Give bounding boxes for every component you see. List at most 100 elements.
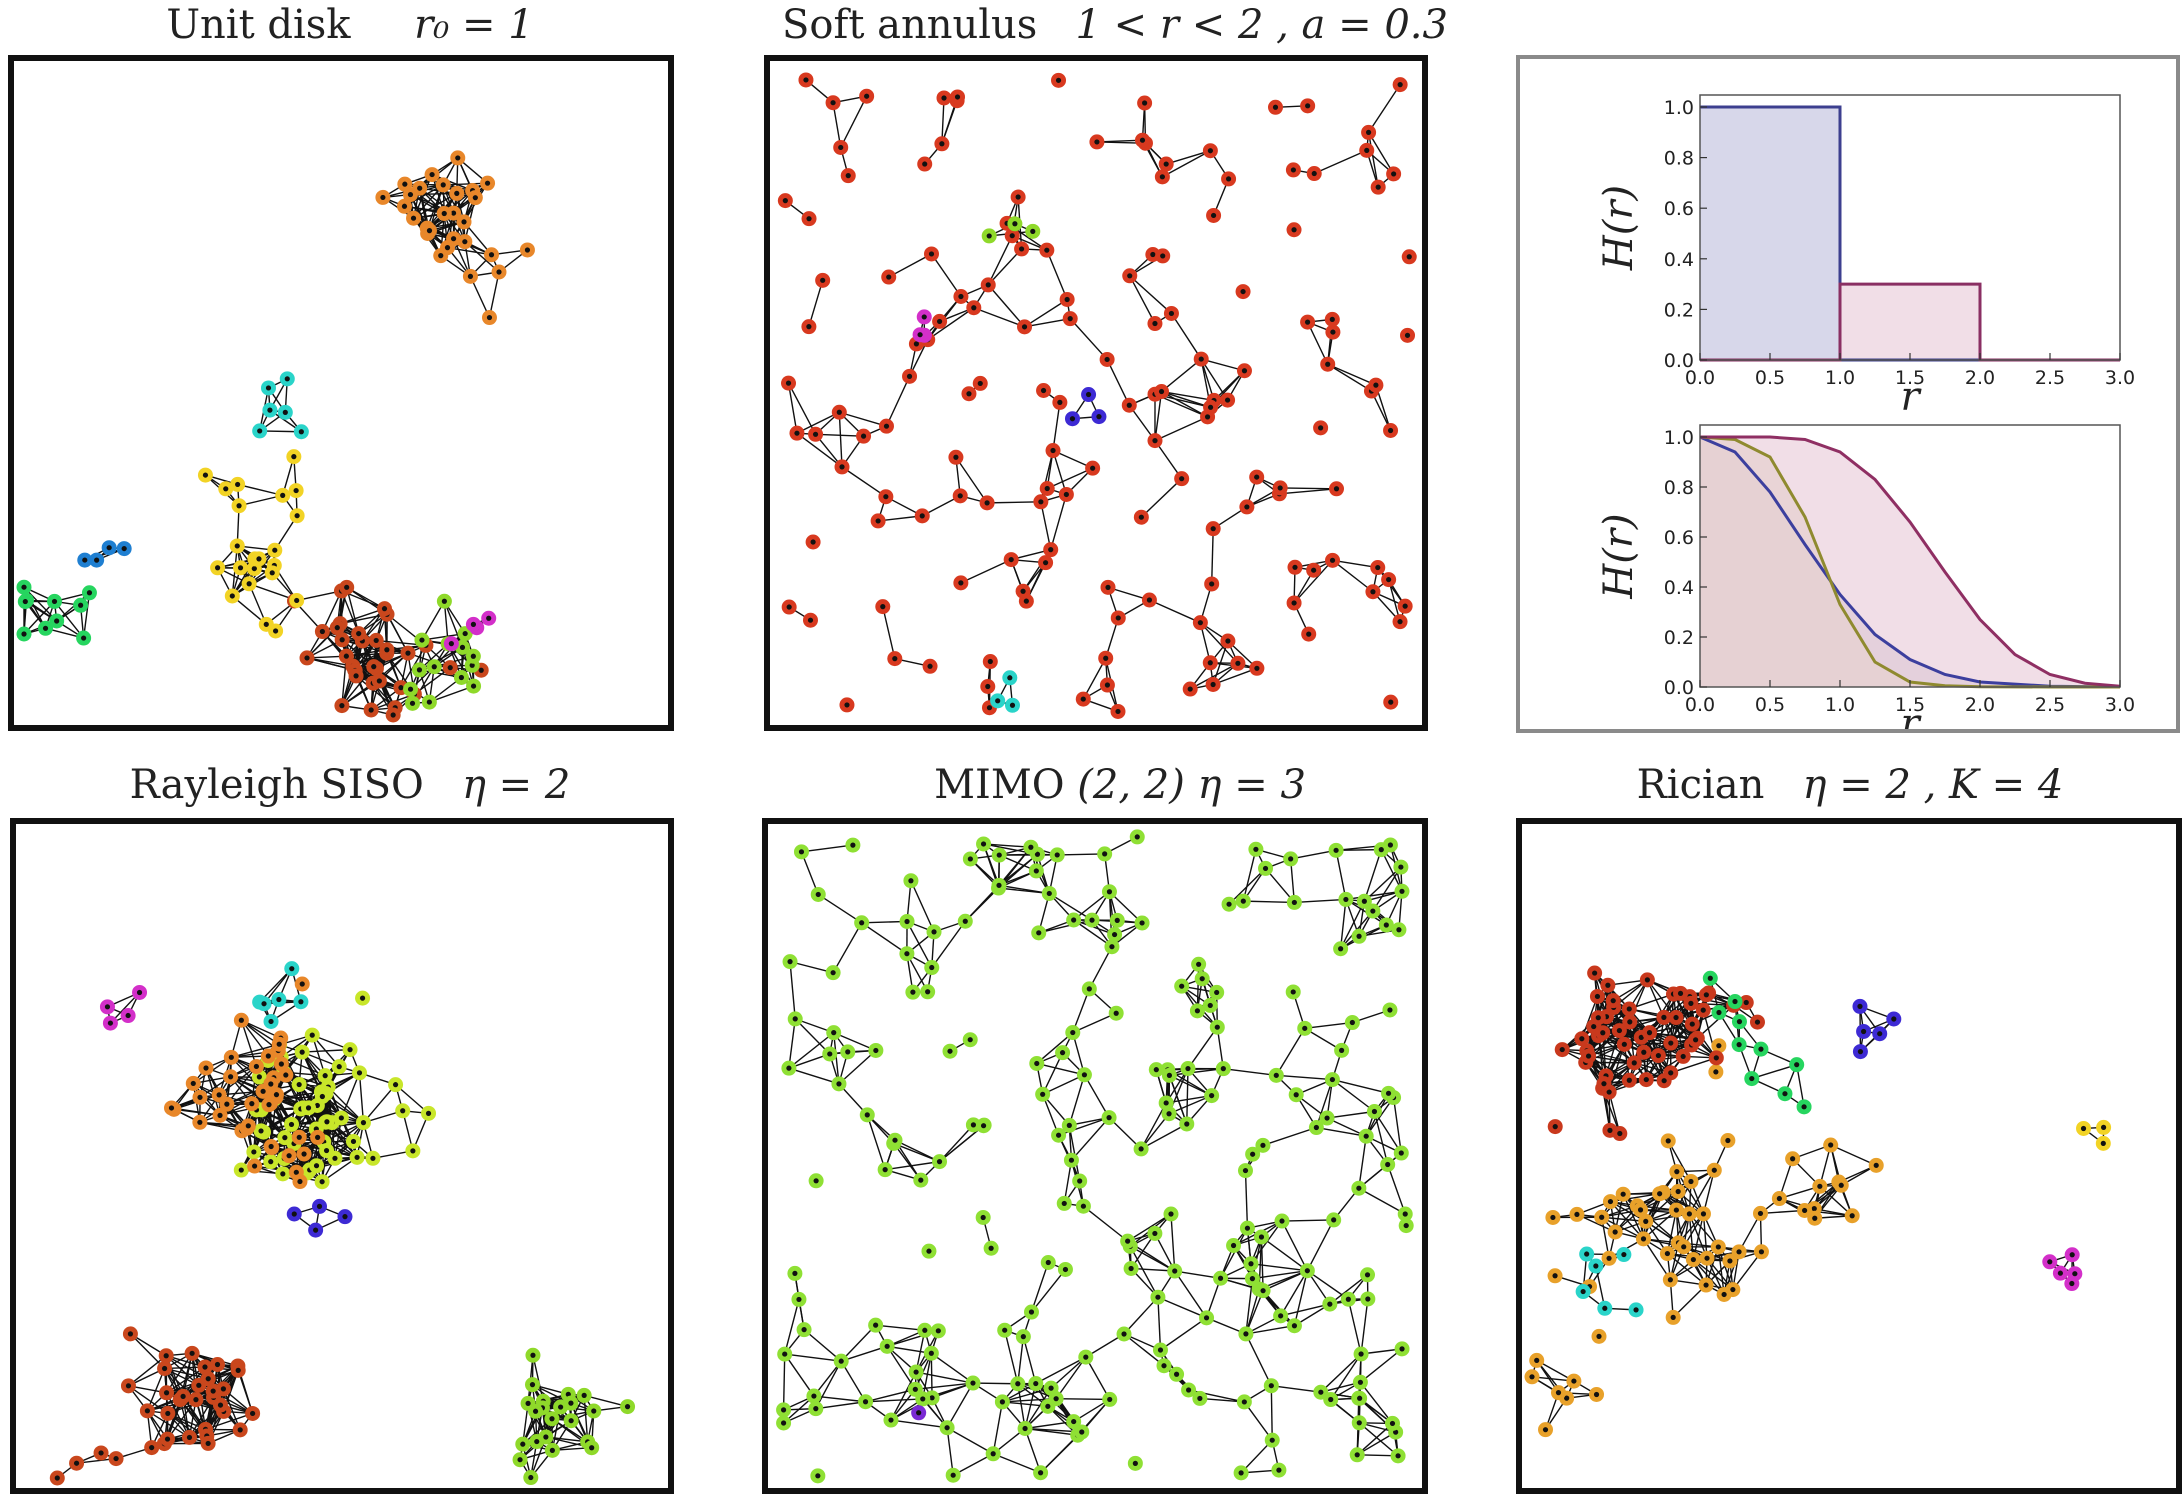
graph-edge (1330, 1353, 1362, 1400)
graph-node-core (261, 1001, 267, 1007)
graph-node-core (970, 1380, 976, 1386)
graph-edge (789, 961, 796, 1019)
graph-node-core (1385, 1161, 1391, 1168)
graph-edge (1367, 132, 1395, 175)
graph-node-core (214, 1361, 221, 1368)
graph-node-core (1033, 868, 1039, 874)
graph-edge (1127, 1213, 1172, 1242)
graph-node-core (1104, 356, 1110, 363)
graph-node-core (1349, 1019, 1355, 1026)
graph-node-core (1661, 1014, 1667, 1021)
graph-node-core (787, 959, 793, 965)
graph-edge (1068, 1125, 1081, 1182)
graph-node-core (1727, 1258, 1733, 1264)
graph-edge (469, 276, 491, 318)
graph-node-core (1749, 1075, 1755, 1082)
graph-node-core (392, 1082, 399, 1088)
graph-node-core (448, 641, 454, 647)
graph-node-core (1304, 319, 1311, 325)
graph-node-core (980, 841, 987, 847)
graph-node-core (356, 630, 362, 637)
graph-node-core (202, 472, 209, 478)
graph-node-core (1646, 1030, 1653, 1036)
graph-node-core (1732, 998, 1738, 1005)
graph-node-core (1686, 1211, 1692, 1217)
graph-edge (1161, 358, 1202, 393)
graph-node-core (1063, 491, 1069, 498)
graph-node-core (906, 373, 913, 379)
graph-node-core (127, 1331, 134, 1337)
graph-node-core (94, 557, 100, 563)
graph-node-core (273, 1092, 280, 1098)
graph-edge (1245, 1333, 1272, 1386)
graph-node-core (1209, 581, 1215, 587)
graph-node-core (256, 556, 262, 562)
graph-node-core (107, 1020, 114, 1026)
graph-edge (1035, 1356, 1087, 1385)
graph-node-core (1132, 1460, 1138, 1466)
graph-edge (488, 271, 500, 318)
graph-node-core (273, 628, 279, 634)
graph-node-core (54, 1475, 60, 1481)
graph-edge (1050, 1356, 1087, 1389)
graph-node-core (910, 989, 916, 995)
graph-edge (1270, 1385, 1273, 1441)
graph-svg-unit-disk (16, 150, 535, 723)
graph-node-core (1249, 1276, 1256, 1282)
graph-edge (165, 1352, 193, 1394)
graph-edge (808, 280, 824, 327)
graph-node-core (1066, 1122, 1072, 1128)
graph-edge (1304, 1021, 1353, 1030)
graph-edge (1123, 1296, 1159, 1335)
graph-node-core (291, 454, 297, 460)
graph-node-core (591, 1408, 597, 1414)
graph-node-core (958, 293, 964, 300)
graph-node-core (384, 647, 390, 653)
graph-edge (1368, 84, 1401, 133)
graph-edge (782, 1354, 786, 1410)
graph-edge (939, 1124, 974, 1163)
graph-node-core (838, 144, 844, 151)
graph-node-core (549, 1416, 555, 1422)
graph-node-core (820, 277, 826, 283)
graph-node-core (813, 1406, 819, 1412)
graph-node-core (1607, 1198, 1614, 1205)
graph-node-core (276, 996, 282, 1003)
nodes (1524, 965, 2112, 1438)
graph-node-core (836, 409, 842, 415)
graph-node-core (2047, 1259, 2053, 1265)
graph-node-core (917, 332, 923, 338)
graph-node-core (1036, 930, 1042, 936)
graph-node-core (1664, 1250, 1671, 1257)
graph-node-core (205, 1376, 211, 1382)
graph-node-core (2069, 1280, 2075, 1287)
graph-node-core (190, 1080, 196, 1087)
graph-node-core (1387, 427, 1394, 434)
graph-node-core (1083, 1354, 1089, 1360)
graph-edge (1174, 1270, 1208, 1319)
graph-node-core (1096, 414, 1102, 420)
graph-node-core (873, 1322, 879, 1328)
graph-node-core (1641, 1049, 1647, 1055)
graph-node-core (806, 324, 812, 330)
graph-node-core (1721, 1291, 1727, 1298)
x-tick-label: 3.0 (2105, 367, 2135, 389)
graph-node-core (1207, 404, 1214, 410)
graph-node-core (1713, 1069, 1719, 1075)
graph-node-core (313, 1163, 320, 1169)
graph-node-core (1044, 247, 1050, 253)
graph-node-core (1668, 1070, 1674, 1076)
graph-node-core (947, 1048, 953, 1054)
graph-edge (1168, 1094, 1212, 1115)
graph-node-core (1146, 597, 1153, 603)
panel-title-text: Unit disk (166, 2, 351, 48)
graph-node-core (416, 667, 423, 673)
graph-node-core (1194, 1008, 1201, 1014)
graph-node-core (1226, 901, 1232, 907)
graph-node-core (1121, 1331, 1127, 1337)
graph-edge (1030, 1269, 1066, 1313)
graph-edge (1717, 1246, 1734, 1290)
graph-node-core (265, 385, 272, 391)
x-tick-label: 0.5 (1755, 694, 1785, 716)
graph-node-core (1397, 82, 1403, 88)
